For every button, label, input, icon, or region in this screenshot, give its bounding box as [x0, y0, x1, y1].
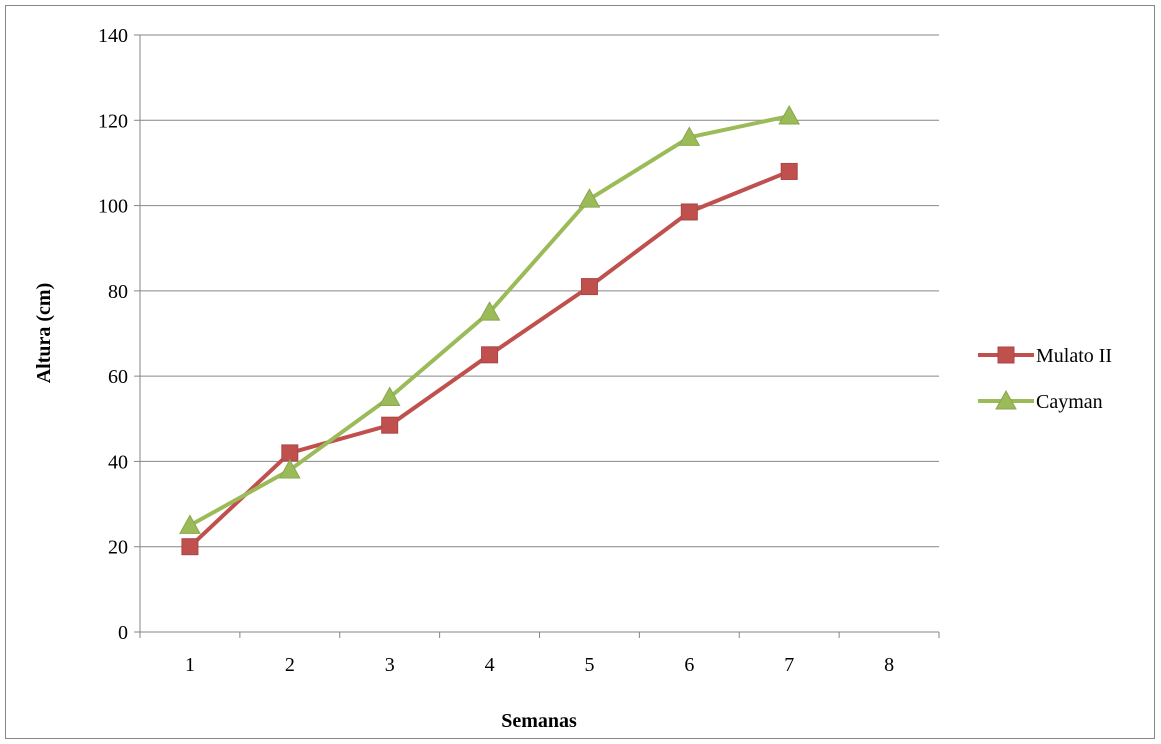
legend-label-mulato-ii: Mulato II: [1036, 345, 1112, 367]
legend-marker-mulato-ii: [997, 346, 1015, 364]
data-point-cayman: [678, 126, 701, 146]
data-point-cayman: [778, 104, 801, 125]
y-tick-label: 140: [98, 25, 128, 47]
data-point-mulato-ii: [780, 162, 798, 180]
axes: [134, 34, 940, 638]
series-mulato-ii: [181, 162, 798, 556]
legend: Mulato II Cayman: [978, 345, 1112, 413]
x-tick-label: 5: [584, 654, 594, 676]
x-tick-label: 4: [485, 654, 495, 676]
data-point-mulato-ii: [281, 444, 299, 462]
legend-item-cayman: Cayman: [978, 389, 1103, 413]
x-tick-label: 6: [684, 654, 694, 676]
data-point-mulato-ii: [580, 278, 598, 296]
x-axis-title: Semanas: [501, 710, 577, 732]
x-tick-labels: 1 2 3 4 5 6 7 8: [185, 654, 894, 676]
data-point-cayman: [278, 458, 301, 479]
data-point-mulato-ii: [481, 346, 499, 364]
gridlines: [140, 34, 939, 548]
y-tick-labels: 0 20 40 60 80 100 120 140: [98, 25, 128, 644]
y-tick-label: 100: [98, 196, 128, 218]
y-tick-label: 120: [98, 110, 128, 132]
data-point-mulato-ii: [181, 538, 199, 556]
chart-frame: [5, 5, 1155, 739]
legend-item-mulato-ii: Mulato II: [978, 345, 1112, 367]
data-point-cayman: [179, 514, 201, 534]
legend-marker-cayman: [995, 389, 1017, 410]
data-point-mulato-ii: [381, 416, 399, 434]
legend-label-cayman: Cayman: [1036, 391, 1103, 413]
y-axis-title: Altura (cm): [33, 283, 55, 384]
x-tick-label: 8: [884, 654, 894, 676]
y-tick-label: 20: [108, 537, 128, 559]
x-tick-label: 3: [385, 654, 395, 676]
x-tick-label: 1: [185, 654, 195, 676]
y-tick-label: 40: [108, 451, 128, 473]
series-layer: [179, 104, 801, 556]
x-tick-label: 7: [784, 654, 794, 676]
x-tick-label: 2: [285, 654, 295, 676]
data-point-mulato-ii: [680, 203, 698, 221]
data-point-cayman: [578, 188, 601, 208]
y-tick-label: 80: [108, 281, 128, 303]
data-point-cayman: [478, 301, 501, 321]
data-point-cayman: [378, 386, 401, 406]
series-cayman: [179, 104, 801, 534]
y-tick-label: 0: [118, 622, 128, 644]
y-tick-label: 60: [108, 366, 128, 388]
